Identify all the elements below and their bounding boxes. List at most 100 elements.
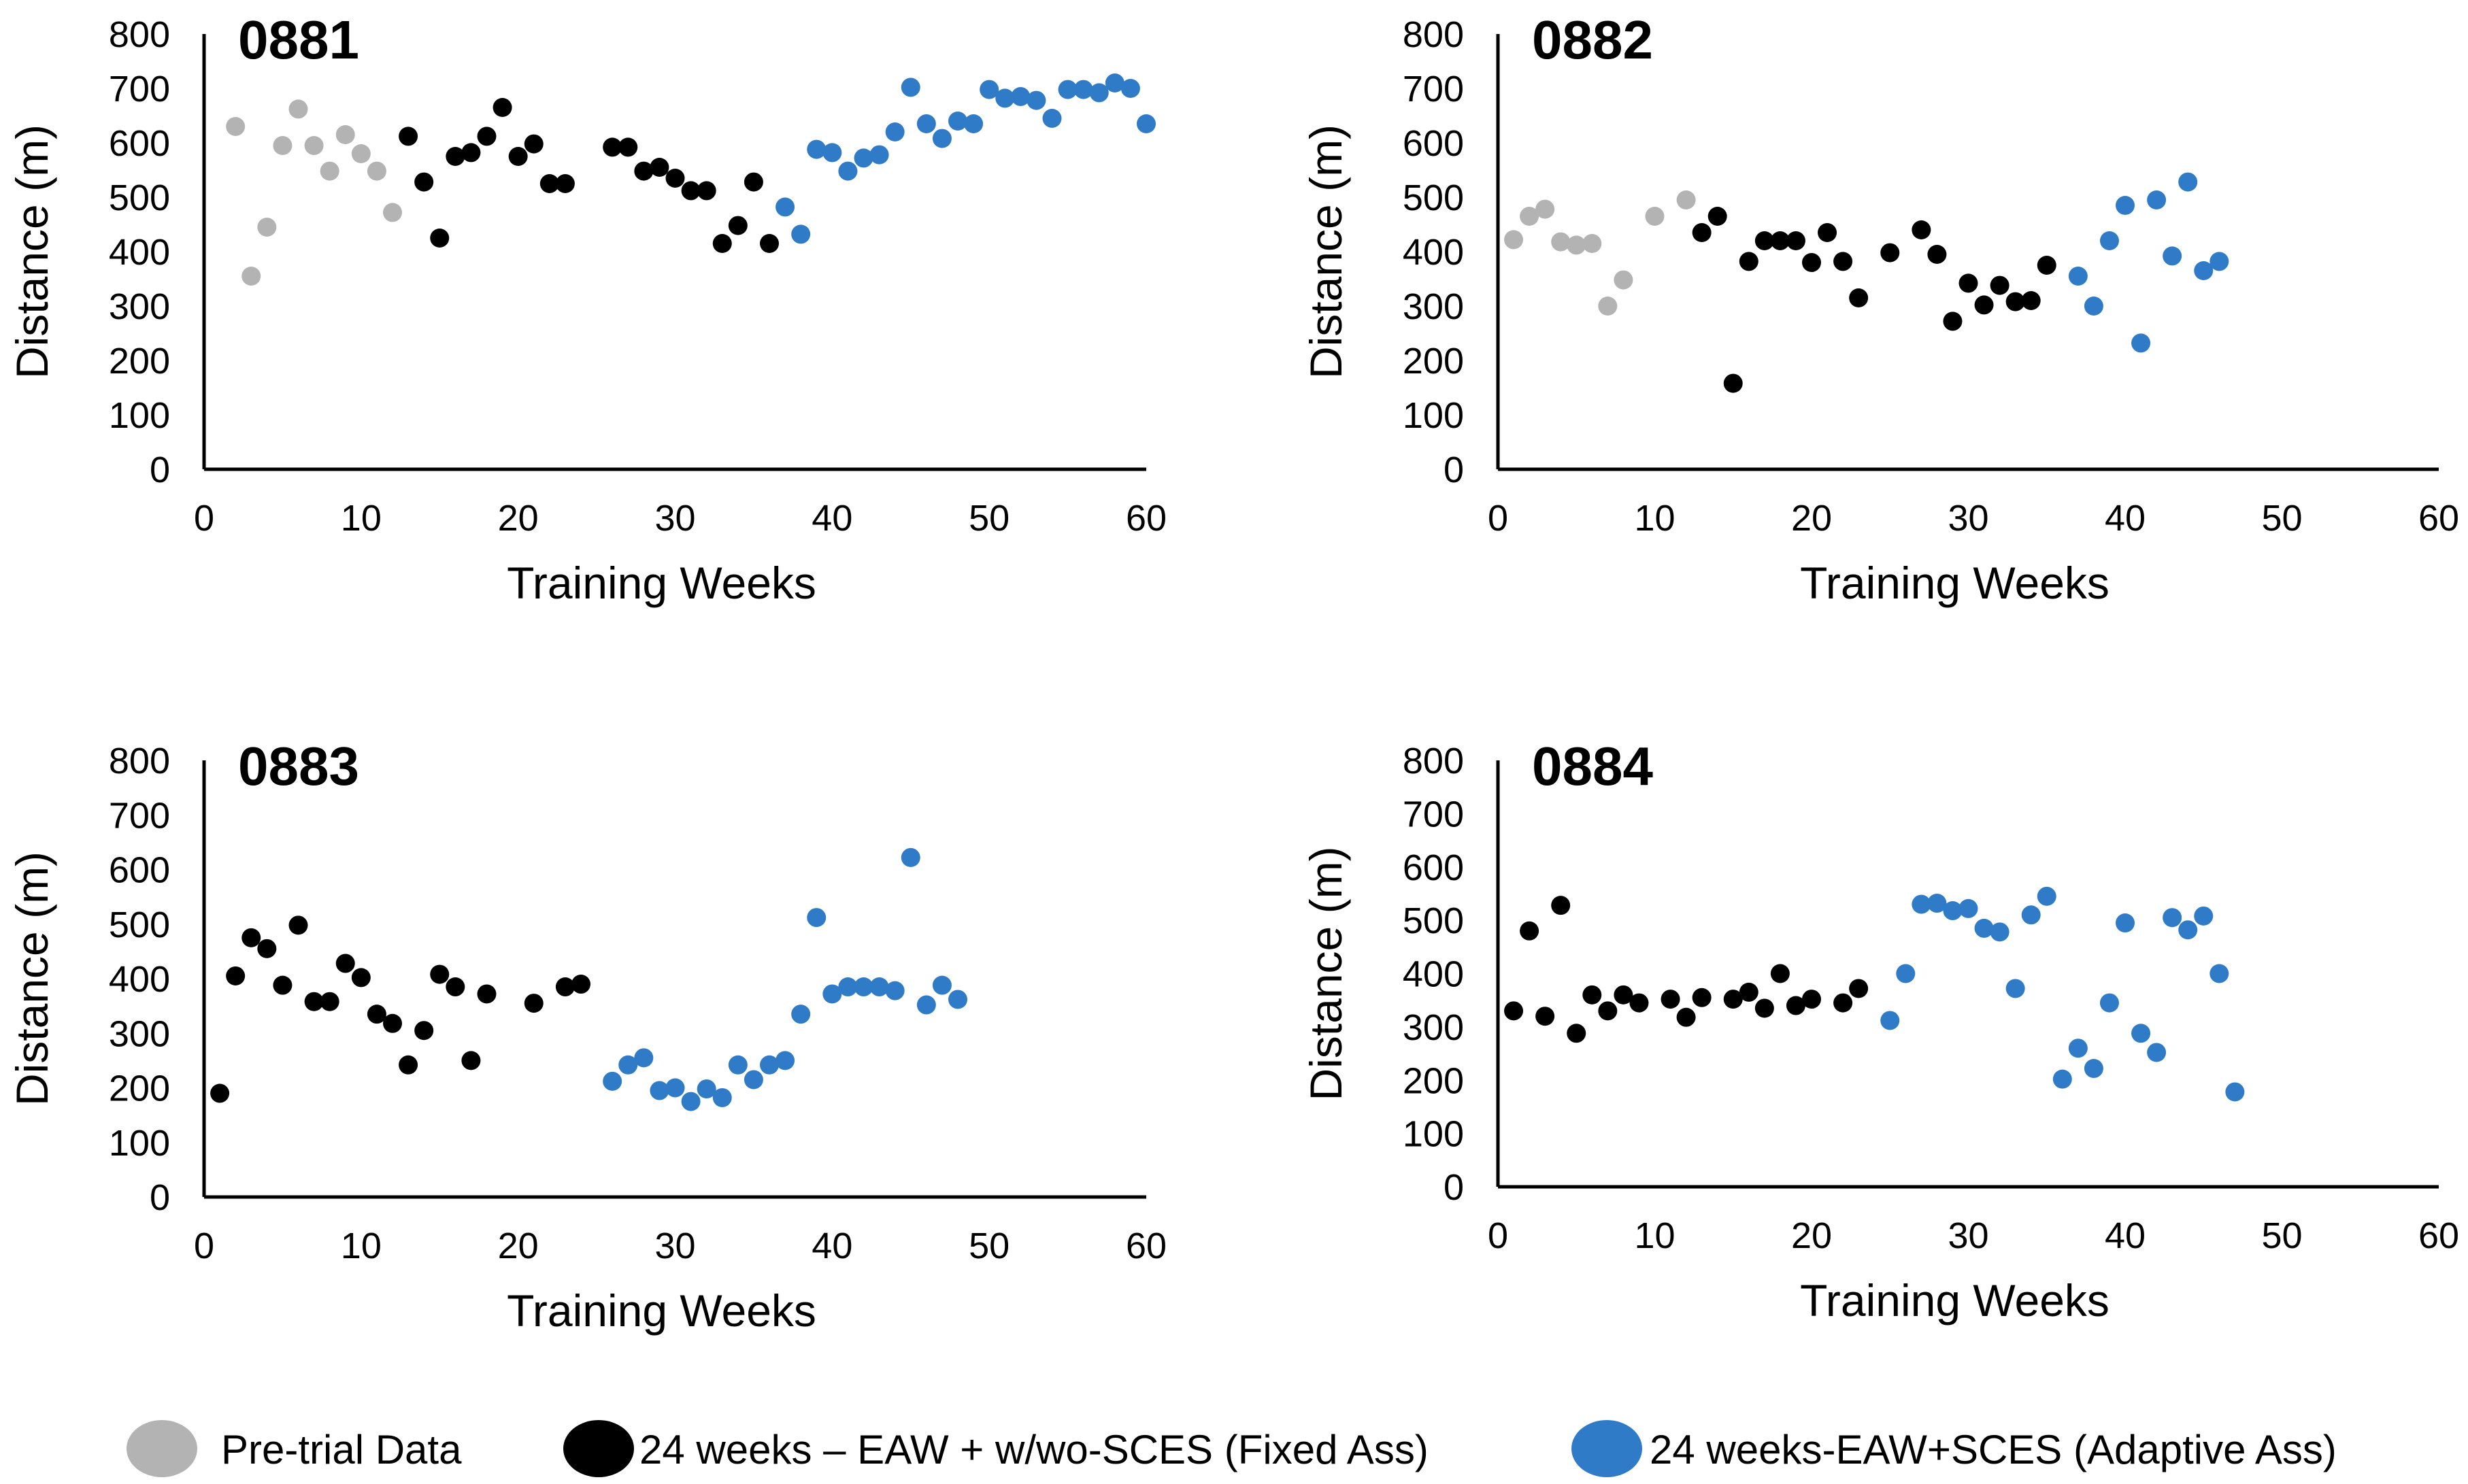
y-tick-label: 100	[1403, 395, 1464, 436]
y-axis-title: Distance (m)	[1301, 846, 1351, 1100]
y-tick-label: 400	[1403, 954, 1464, 995]
data-point	[1943, 901, 1963, 921]
data-point	[1042, 109, 1062, 128]
x-axis-title: Training Weeks	[507, 1285, 816, 1336]
data-point	[932, 129, 952, 148]
x-tick-label: 50	[969, 1226, 1010, 1266]
data-point	[493, 98, 512, 117]
x-tick-label: 30	[654, 1226, 695, 1266]
data-point	[2163, 908, 2182, 928]
legend-marker-adaptive	[1571, 1420, 1642, 1477]
data-point	[1073, 80, 1093, 99]
series-fixed	[399, 98, 779, 253]
series-fixed	[1504, 896, 1869, 1043]
y-tick-label: 800	[109, 741, 170, 781]
data-point	[681, 1092, 701, 1111]
data-point	[1011, 87, 1031, 106]
y-tick-label: 600	[1403, 123, 1464, 164]
data-point	[555, 174, 575, 193]
data-point	[1723, 373, 1743, 393]
data-point	[555, 977, 575, 997]
data-point	[414, 1021, 434, 1041]
panel-title: 0883	[238, 736, 359, 796]
data-point	[1629, 993, 1649, 1013]
data-point	[1582, 234, 1602, 253]
data-point	[2131, 1024, 2151, 1043]
data-point	[1943, 311, 1963, 331]
data-point	[430, 229, 450, 248]
data-point	[885, 122, 905, 141]
data-point	[2052, 1069, 2072, 1089]
data-point	[2099, 231, 2119, 250]
data-point	[304, 136, 324, 155]
panel-title: 0881	[238, 10, 359, 70]
data-point	[2163, 246, 2182, 266]
x-tick-label: 20	[498, 498, 539, 539]
data-point	[2021, 905, 2041, 925]
data-point	[1754, 998, 1774, 1018]
data-point	[273, 975, 293, 995]
data-point	[1927, 245, 1947, 264]
data-point	[2209, 252, 2229, 271]
data-point	[1582, 985, 1602, 1005]
x-tick-label: 20	[498, 1226, 539, 1266]
y-tick-label: 0	[150, 450, 170, 490]
data-point	[1990, 922, 2010, 942]
data-point	[681, 181, 701, 201]
y-tick-label: 300	[109, 286, 170, 327]
data-point	[2147, 190, 2167, 209]
data-point	[2021, 291, 2041, 310]
y-tick-label: 300	[1403, 1007, 1464, 1048]
data-point	[916, 114, 936, 133]
data-point	[1105, 73, 1124, 92]
data-point	[2147, 1043, 2167, 1062]
data-point	[822, 984, 842, 1004]
x-axis-title: Training Weeks	[1800, 558, 2110, 608]
data-point	[524, 134, 544, 154]
data-point	[414, 172, 434, 192]
data-point	[744, 172, 763, 192]
x-tick-label: 50	[2261, 1215, 2302, 1256]
data-point	[2209, 964, 2229, 983]
data-point	[1849, 979, 1869, 998]
data-point	[1958, 273, 1978, 293]
y-tick-label: 300	[1403, 286, 1464, 327]
data-point	[838, 161, 858, 181]
data-point	[665, 169, 685, 188]
data-point	[980, 80, 999, 99]
data-point	[1692, 223, 1712, 242]
data-point	[760, 234, 779, 253]
y-tick-label: 200	[1403, 1060, 1464, 1101]
data-point	[760, 1055, 779, 1075]
x-tick-label: 40	[812, 498, 852, 539]
data-point	[335, 954, 355, 973]
series-fixed	[1692, 207, 2056, 393]
data-point	[995, 88, 1015, 108]
data-point	[807, 908, 827, 928]
data-point	[1833, 252, 1853, 271]
data-point	[1927, 894, 1947, 913]
data-point	[712, 234, 732, 253]
y-tick-label: 700	[109, 69, 170, 109]
data-point	[1661, 990, 1680, 1009]
x-tick-label: 40	[2105, 1215, 2146, 1256]
data-point	[1120, 79, 1140, 98]
x-tick-label: 30	[1948, 498, 1988, 539]
data-point	[351, 144, 371, 163]
x-tick-label: 30	[654, 498, 695, 539]
chart-0881: 0 100 200 300 400 500 600 700 800 0 10 20 30 40 50 60 Tr…	[7, 10, 1167, 608]
data-point	[1802, 990, 1821, 1009]
x-tick-label: 0	[1488, 1215, 1508, 1256]
panel-title: 0884	[1532, 736, 1653, 796]
series-adaptive	[2068, 172, 2229, 353]
data-point	[1027, 90, 1046, 110]
chart-0883: 0 100 200 300 400 500 600 700 800 0 10 20 30 40 50 60 Tr…	[7, 736, 1167, 1336]
data-point	[916, 995, 936, 1015]
data-point	[1089, 83, 1109, 103]
data-point	[461, 1051, 481, 1070]
data-point	[288, 915, 308, 935]
data-point	[1614, 985, 1633, 1005]
data-point	[210, 1083, 230, 1103]
data-point	[1535, 199, 1555, 219]
